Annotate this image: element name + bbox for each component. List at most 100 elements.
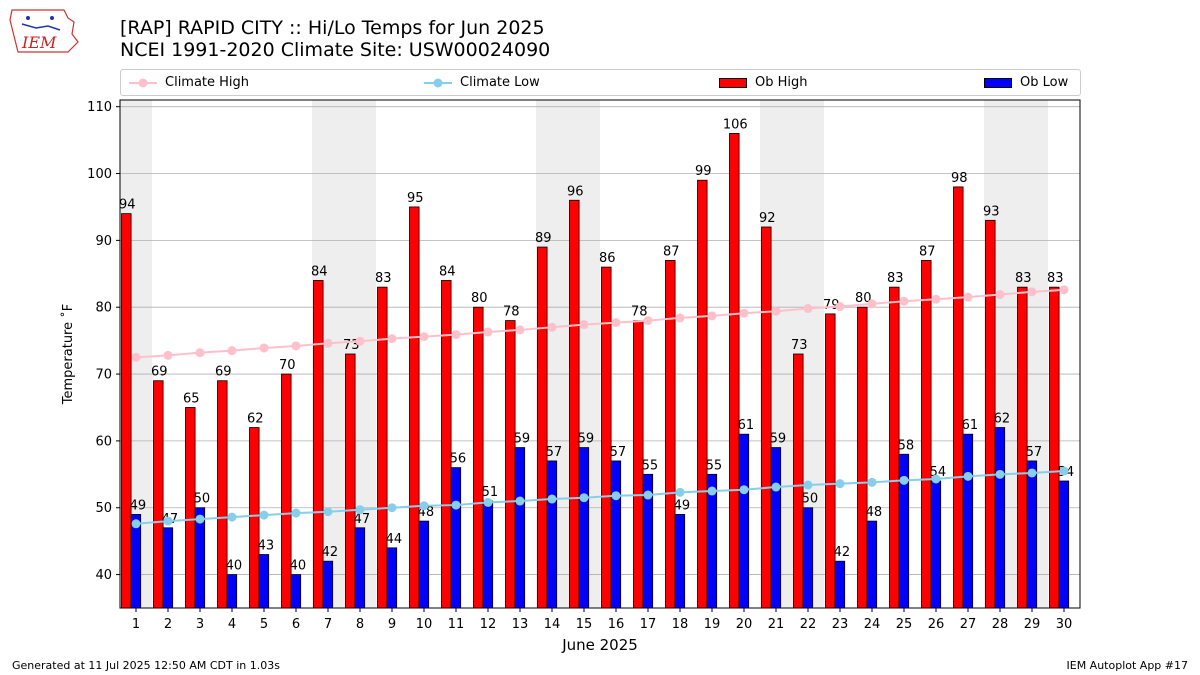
ob-low-bar <box>546 460 558 609</box>
climate-low-point <box>323 507 333 517</box>
ob-low-bar <box>290 574 302 609</box>
climate-high-point <box>387 334 397 344</box>
climate-high-point <box>771 306 781 316</box>
x-tick-label: 27 <box>960 617 977 632</box>
ob-high-bar <box>921 260 932 609</box>
ob-high-label: 62 <box>247 412 264 427</box>
climate-low-point <box>931 474 941 484</box>
x-tick-label: 1 <box>132 617 140 632</box>
ob-high-bar <box>377 286 388 609</box>
ob-low-label: 62 <box>994 412 1011 427</box>
ob-high-bar <box>1049 286 1060 609</box>
climate-high-point <box>643 316 653 326</box>
climate-low-point <box>483 497 493 507</box>
ob-high-label: 92 <box>759 211 776 226</box>
x-tick-label: 25 <box>896 617 913 632</box>
plot-frame <box>119 99 1081 609</box>
weekend-shade <box>984 100 1016 608</box>
x-tick-label: 22 <box>800 617 817 632</box>
ob-high-bar <box>217 380 228 609</box>
ob-low-label: 50 <box>802 492 819 507</box>
ob-low-label: 59 <box>770 432 787 447</box>
ob-low-label: 40 <box>226 559 243 574</box>
x-tick-label: 14 <box>544 617 561 632</box>
climate-low-swatch <box>424 78 452 87</box>
ob-high-bar <box>889 286 900 609</box>
x-tick-label: 16 <box>608 617 625 632</box>
ob-high-label: 83 <box>887 271 904 286</box>
footer-generated: Generated at 11 Jul 2025 12:50 AM CDT in… <box>12 659 280 672</box>
x-tick-label: 19 <box>704 617 721 632</box>
climate-low-point <box>195 514 205 524</box>
ob-low-bar <box>930 480 942 609</box>
ob-high-bar <box>729 133 740 609</box>
climate-low-point <box>355 505 365 515</box>
climate-high-point <box>323 338 333 348</box>
ob-low-label: 49 <box>674 498 691 513</box>
climate-high-point <box>835 302 845 312</box>
climate-low-point <box>451 500 461 510</box>
ob-low-bar <box>994 427 1006 609</box>
climate-low-point <box>291 508 301 518</box>
climate-low-point <box>963 471 973 481</box>
ob-high-label: 95 <box>407 191 424 206</box>
climate-high-point <box>867 299 877 309</box>
climate-low-point <box>579 493 589 503</box>
climate-low-point <box>643 490 653 500</box>
ob-high-bar <box>249 427 260 609</box>
x-tick-label: 18 <box>672 617 689 632</box>
x-tick-label: 21 <box>768 617 785 632</box>
climate-low-point <box>899 475 909 485</box>
x-tick-label: 26 <box>928 617 945 632</box>
climate-high-point <box>963 292 973 302</box>
weekend-shade <box>760 100 792 608</box>
legend-ob-high: Ob High <box>719 70 808 95</box>
climate-high-point <box>707 311 717 321</box>
climate-high-point <box>739 308 749 318</box>
ob-high-label: 80 <box>471 291 488 306</box>
ob-low-bar <box>674 514 686 609</box>
x-tick-label: 2 <box>164 617 172 632</box>
ob-low-bar <box>354 527 366 609</box>
x-tick-label: 3 <box>196 617 204 632</box>
legend-ob-low-label: Ob Low <box>1020 75 1069 90</box>
climate-high-swatch <box>129 78 157 87</box>
y-tick-label: 70 <box>95 368 112 383</box>
climate-high-point <box>547 322 557 332</box>
climate-high-point <box>355 336 365 346</box>
ob-high-label: 94 <box>119 198 136 213</box>
weekend-shade <box>568 100 600 608</box>
ob-low-label: 47 <box>354 512 371 527</box>
ob-low-bar <box>898 453 910 609</box>
ob-low-bar <box>450 467 462 609</box>
ob-high-label: 84 <box>311 264 328 279</box>
climate-high-point <box>931 294 941 304</box>
ob-low-label: 57 <box>1026 445 1043 460</box>
weekend-shade <box>792 100 824 608</box>
ob-high-label: 83 <box>375 271 392 286</box>
climate-high-point <box>675 313 685 323</box>
ob-high-bar <box>409 206 420 609</box>
ob-high-bar <box>569 199 580 609</box>
legend-climate-low-label: Climate Low <box>460 75 540 90</box>
ob-high-label: 69 <box>151 365 168 380</box>
climate-high-line <box>135 288 1065 359</box>
x-tick-label: 15 <box>576 617 593 632</box>
ob-high-bar <box>985 219 996 609</box>
x-axis-label: June 2025 <box>561 636 638 654</box>
climate-high-point <box>195 348 205 358</box>
ob-low-label: 47 <box>162 512 179 527</box>
ob-high-bar <box>793 353 804 609</box>
ob-low-bar <box>162 527 174 609</box>
x-tick-label: 7 <box>324 617 332 632</box>
ob-low-label: 50 <box>194 492 211 507</box>
ob-low-bar <box>770 447 782 609</box>
ob-high-bar <box>345 353 356 609</box>
ob-low-bar <box>1026 460 1038 609</box>
x-tick-label: 23 <box>832 617 849 632</box>
ob-high-bar <box>281 373 292 609</box>
ob-low-bar <box>226 574 238 609</box>
legend-climate-low: Climate Low <box>424 70 540 95</box>
weekend-shade <box>1016 100 1048 608</box>
climate-high-point <box>451 330 461 340</box>
